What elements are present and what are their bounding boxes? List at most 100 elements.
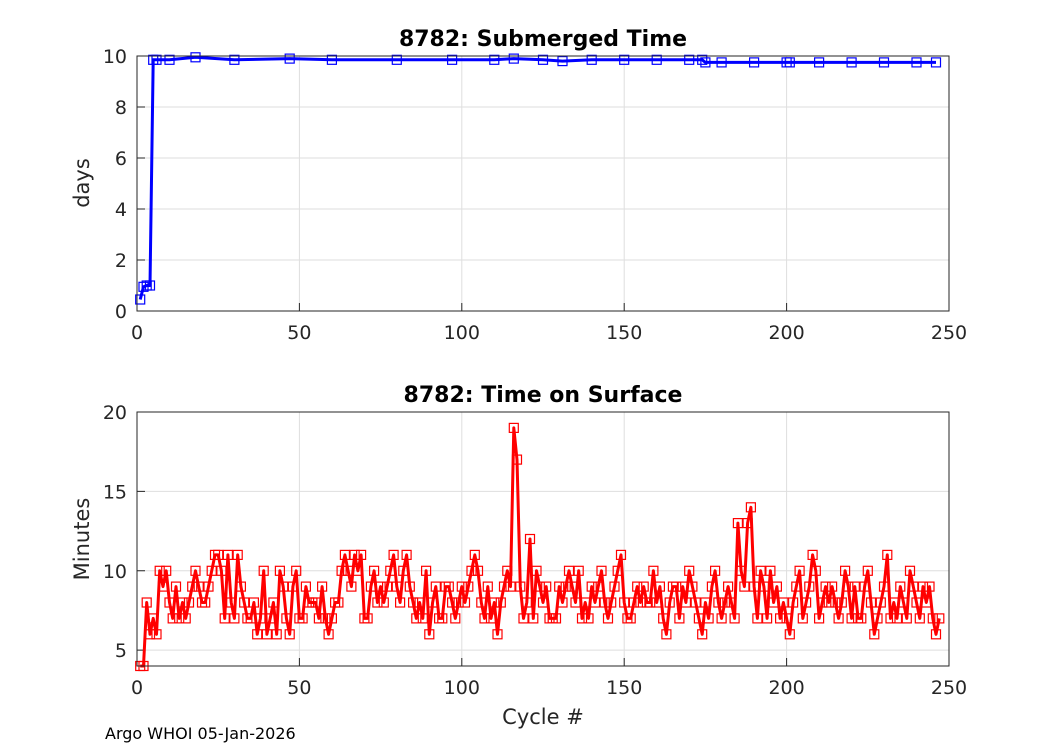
data-point [895, 581, 906, 592]
data-point [443, 581, 454, 592]
y-tick-label: 6 [115, 148, 127, 170]
data-point [278, 581, 289, 592]
data-point [813, 57, 825, 68]
data-point [745, 502, 757, 513]
data-point [615, 549, 627, 561]
x-tick-label: 100 [444, 677, 480, 699]
data-point [408, 597, 419, 608]
data-point [606, 597, 617, 608]
data-point [239, 597, 250, 608]
data-point [180, 613, 191, 624]
data-point [414, 597, 425, 608]
grid-lines [136, 55, 950, 312]
data-point [580, 597, 591, 608]
data-point [167, 613, 178, 624]
data-point [557, 55, 568, 67]
data-point [768, 597, 779, 608]
data-point [190, 565, 201, 576]
axes-frame [136, 55, 950, 312]
y-tick-labels: 0 2 4 6 8 10 [103, 46, 127, 323]
data-point [515, 581, 526, 592]
data-point [716, 613, 727, 624]
data-point [619, 597, 630, 608]
data-point [817, 597, 828, 608]
data-point [219, 613, 230, 624]
data-point [862, 565, 873, 576]
data-point [489, 54, 500, 65]
x-axis-label: Cycle # [502, 705, 584, 729]
data-point [758, 581, 770, 592]
data-point [310, 597, 321, 608]
y-axis-label: Minutes [70, 498, 94, 581]
data-point [856, 613, 867, 624]
data-point [671, 581, 682, 592]
data-point [664, 597, 675, 608]
data-point [157, 581, 169, 592]
data-point [554, 581, 565, 592]
data-point [687, 581, 698, 592]
data-point [638, 581, 649, 592]
data-point [690, 597, 701, 608]
data-point [658, 613, 669, 624]
data-point [524, 533, 536, 545]
data-point [567, 581, 578, 592]
data-point [697, 54, 708, 65]
data-point [677, 581, 688, 592]
data-point [511, 454, 523, 465]
data-point [463, 581, 474, 592]
series-line [140, 426, 941, 668]
data-point [596, 565, 607, 576]
data-point [505, 581, 516, 592]
data-point [800, 597, 812, 608]
data-point [684, 54, 695, 65]
data-point [930, 57, 942, 68]
data-point [479, 613, 490, 624]
data-point [752, 613, 763, 624]
data-point [911, 57, 922, 68]
data-point [791, 581, 802, 592]
x-tick-label: 150 [606, 677, 642, 699]
data-point [921, 597, 932, 608]
data-point [271, 629, 282, 640]
data-point [774, 613, 786, 624]
data-point [930, 629, 942, 640]
data-point [232, 549, 243, 561]
data-point [200, 597, 211, 608]
data-point [550, 613, 562, 624]
data-point [339, 549, 350, 561]
data-point [586, 581, 597, 592]
data-point [908, 581, 919, 592]
data-point [336, 565, 347, 576]
data-point [521, 597, 532, 608]
y-tick-label: 20 [103, 402, 127, 424]
data-point [787, 597, 799, 608]
data-point [430, 581, 441, 592]
data-point [148, 613, 159, 624]
data-point [356, 549, 367, 561]
data-point [417, 613, 428, 624]
x-tick-label: 200 [768, 677, 804, 699]
data-point [619, 54, 630, 65]
data-point [161, 565, 172, 576]
data-point [794, 565, 805, 576]
data-point [297, 613, 308, 624]
data-point [284, 53, 295, 64]
data-point [709, 565, 721, 576]
series-markers [135, 52, 942, 305]
y-tick-label: 0 [115, 301, 127, 323]
data-point [593, 581, 604, 592]
data-point [404, 581, 415, 592]
data-point [252, 629, 263, 640]
data-point [274, 565, 285, 576]
data-point [326, 54, 337, 65]
data-point [177, 597, 188, 608]
x-tick-labels: 0 50 100 150 200 250 [131, 322, 967, 344]
series-line [138, 55, 936, 300]
data-point [226, 597, 237, 608]
data-point [190, 52, 201, 63]
series-markers [135, 422, 945, 672]
data-point [391, 581, 402, 592]
data-point [382, 581, 393, 592]
data-point [541, 581, 552, 592]
